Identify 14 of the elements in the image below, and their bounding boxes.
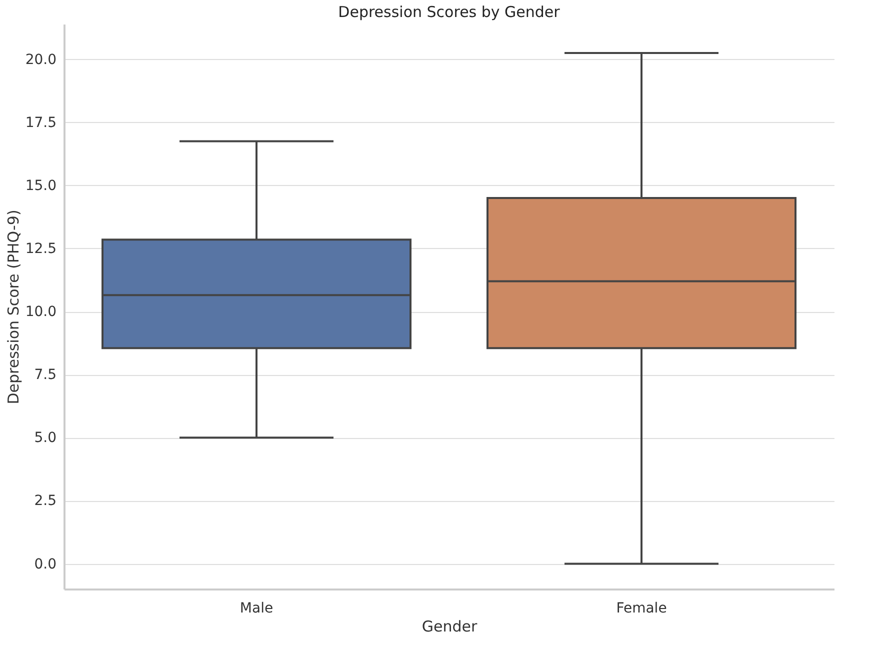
y-tick-label: 0.0 xyxy=(34,556,56,572)
y-tick-label: 7.5 xyxy=(34,367,56,384)
y-tick-label: 2.5 xyxy=(34,493,56,510)
y-axis-title: Depression Score (PHQ-9) xyxy=(4,210,22,404)
y-tick-label: 15.0 xyxy=(25,178,56,194)
y-tick-label: 20.0 xyxy=(25,52,56,68)
y-tick-label: 10.0 xyxy=(25,304,56,320)
y-tick-label: 12.5 xyxy=(25,240,56,257)
x-tick-label: Female xyxy=(616,600,667,616)
x-tick-label: Male xyxy=(240,600,274,616)
chart-title: Depression Scores by Gender xyxy=(338,3,561,21)
y-tick-label: 17.5 xyxy=(25,114,56,131)
x-axis-title: Gender xyxy=(422,618,478,636)
y-tick-label: 5.0 xyxy=(34,430,56,446)
